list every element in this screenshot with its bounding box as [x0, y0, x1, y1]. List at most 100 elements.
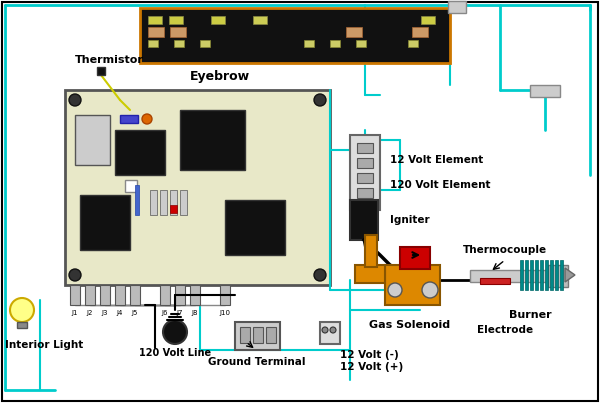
Bar: [357, 143, 373, 153]
Bar: [525, 260, 528, 290]
Text: Electrode: Electrode: [477, 325, 533, 335]
Bar: [555, 260, 558, 290]
Circle shape: [163, 320, 187, 344]
Bar: [97, 67, 105, 75]
Bar: [200, 40, 210, 47]
Bar: [266, 327, 276, 343]
Bar: [357, 188, 373, 198]
Bar: [412, 27, 428, 37]
Bar: [550, 260, 553, 290]
Text: J2: J2: [87, 310, 93, 316]
Bar: [530, 260, 533, 290]
Bar: [346, 27, 362, 37]
Text: J1: J1: [72, 310, 78, 316]
Bar: [357, 158, 373, 168]
Bar: [180, 190, 187, 215]
Bar: [130, 285, 140, 305]
Text: 12 Volt (-): 12 Volt (-): [340, 350, 399, 360]
Text: J8: J8: [192, 310, 198, 316]
Circle shape: [330, 327, 336, 333]
Bar: [400, 247, 430, 269]
Bar: [385, 265, 440, 305]
Bar: [356, 40, 366, 47]
Bar: [535, 260, 538, 290]
Bar: [357, 173, 373, 183]
Bar: [148, 16, 162, 24]
Bar: [75, 115, 110, 165]
Bar: [115, 130, 165, 175]
Circle shape: [69, 94, 81, 106]
Bar: [421, 16, 435, 24]
Bar: [211, 16, 225, 24]
Bar: [180, 110, 245, 170]
Text: J7: J7: [177, 310, 183, 316]
Bar: [253, 16, 267, 24]
Text: 12 Volt (+): 12 Volt (+): [340, 362, 403, 372]
Bar: [170, 190, 177, 215]
Polygon shape: [565, 268, 575, 282]
Bar: [240, 327, 250, 343]
Bar: [148, 27, 164, 37]
Text: Ground Terminal: Ground Terminal: [208, 357, 306, 367]
Bar: [408, 40, 418, 47]
Text: Interior Light: Interior Light: [5, 340, 83, 350]
Bar: [304, 40, 314, 47]
Circle shape: [322, 327, 328, 333]
Text: 120 Volt Line: 120 Volt Line: [139, 348, 211, 358]
Bar: [175, 285, 185, 305]
Circle shape: [314, 94, 326, 106]
Bar: [470, 270, 550, 282]
Bar: [148, 40, 158, 47]
Bar: [135, 185, 139, 215]
Circle shape: [388, 283, 402, 297]
Bar: [520, 260, 523, 290]
Bar: [225, 200, 285, 255]
Bar: [115, 285, 125, 305]
Bar: [320, 322, 340, 344]
Bar: [100, 285, 110, 305]
Bar: [220, 285, 230, 305]
Text: Thermocouple: Thermocouple: [463, 245, 547, 255]
Bar: [150, 190, 157, 215]
Bar: [365, 235, 377, 267]
Text: 120 Volt Element: 120 Volt Element: [390, 180, 491, 190]
Bar: [560, 260, 563, 290]
Circle shape: [142, 114, 152, 124]
Bar: [548, 265, 568, 287]
Bar: [545, 260, 548, 290]
Bar: [85, 285, 95, 305]
Bar: [253, 327, 263, 343]
Bar: [235, 322, 280, 350]
Bar: [120, 115, 138, 123]
Bar: [350, 135, 380, 210]
Bar: [160, 285, 170, 305]
Bar: [530, 85, 560, 97]
Bar: [190, 285, 200, 305]
Circle shape: [314, 269, 326, 281]
Bar: [448, 1, 466, 13]
Bar: [174, 40, 184, 47]
Bar: [540, 260, 543, 290]
Bar: [169, 16, 183, 24]
Text: J5: J5: [132, 310, 138, 316]
Text: Igniter: Igniter: [390, 215, 430, 225]
Text: Thermistor: Thermistor: [75, 55, 144, 65]
Text: J10: J10: [220, 310, 230, 316]
Circle shape: [422, 282, 438, 298]
Bar: [170, 205, 177, 213]
Bar: [330, 40, 340, 47]
Bar: [480, 278, 510, 284]
Bar: [80, 195, 130, 250]
Bar: [70, 285, 80, 305]
Bar: [140, 8, 450, 63]
Text: Gas Solenoid: Gas Solenoid: [370, 320, 451, 330]
Text: J4: J4: [117, 310, 123, 316]
Text: 12 Volt Element: 12 Volt Element: [390, 155, 483, 165]
Bar: [170, 27, 186, 37]
Text: J3: J3: [102, 310, 108, 316]
Text: Eyebrow: Eyebrow: [190, 70, 250, 83]
Bar: [17, 322, 27, 328]
Text: Burner: Burner: [509, 310, 551, 320]
Circle shape: [69, 269, 81, 281]
Text: J6: J6: [162, 310, 168, 316]
